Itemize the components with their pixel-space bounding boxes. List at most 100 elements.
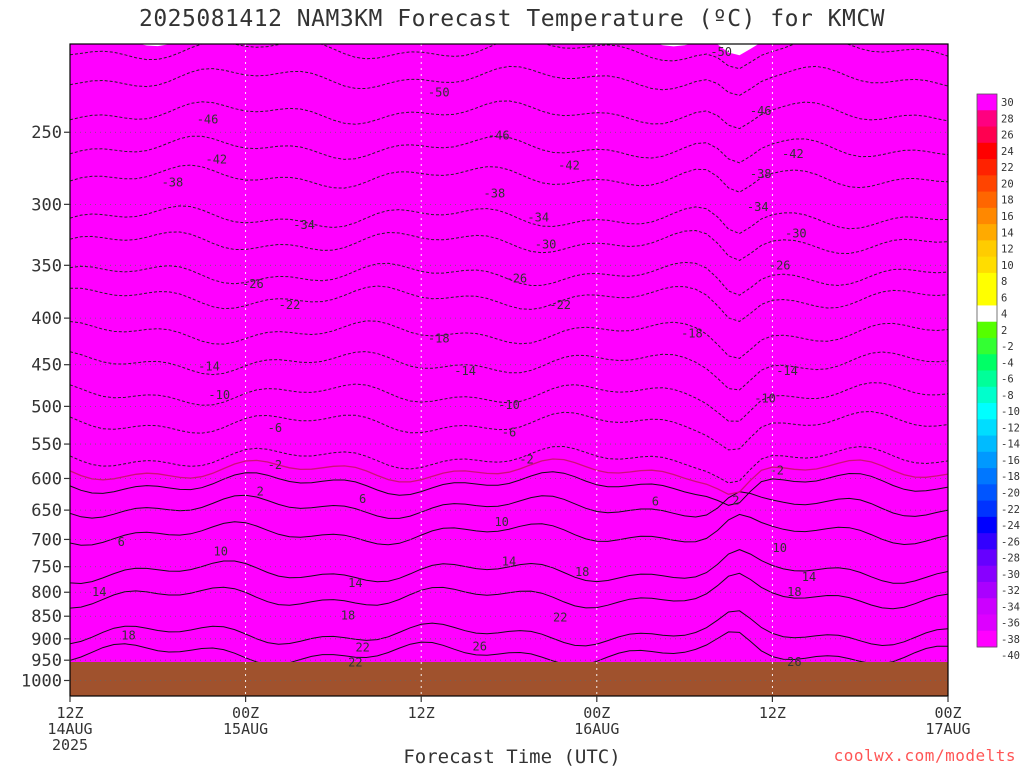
colorbar-swatch — [977, 581, 997, 599]
isotherm-line — [70, 610, 948, 647]
contour-label: -10 — [498, 398, 520, 412]
isotherm-line — [70, 491, 948, 519]
colorbar-label: -12 — [1001, 422, 1020, 434]
colorbar-label: 2 — [1001, 325, 1007, 337]
x-tick-label: 00Z — [232, 704, 259, 722]
isotherm-line — [70, 382, 948, 422]
isotherm-line — [70, 285, 948, 322]
contour-label: -6 — [502, 425, 516, 439]
colorbar-label: 10 — [1001, 260, 1014, 272]
x-tick-label: 15AUG — [223, 720, 268, 738]
colorbar-label: -36 — [1001, 618, 1020, 630]
y-tick-label: 850 — [31, 607, 62, 627]
contour-label: -2 — [770, 463, 784, 477]
y-tick-label: 400 — [31, 309, 62, 329]
contour-label: 6 — [359, 492, 366, 506]
y-tick-label: 650 — [31, 501, 62, 521]
colorbar-label: -16 — [1001, 455, 1020, 467]
contour-label: -30 — [785, 227, 807, 241]
contour-label: 22 — [348, 656, 362, 670]
contour-label: 26 — [473, 640, 487, 654]
contour-labels: -50 -50 -46 -46 -46 -42 -42 -42 -38 -38 -38 -34 -34 -… — [92, 45, 816, 670]
colorbar-swatch — [977, 240, 997, 258]
colorbar-label: -22 — [1001, 504, 1020, 516]
colorbar-swatch — [977, 565, 997, 583]
y-tick-label: 950 — [31, 651, 62, 671]
colorbar-swatch — [977, 614, 997, 632]
contour-label: -50 — [710, 45, 732, 59]
contour-label: -10 — [208, 388, 230, 402]
y-tick-label: 600 — [31, 469, 62, 489]
colorbar-swatch — [977, 598, 997, 615]
colorbar-label: -2 — [1001, 341, 1014, 353]
colorbar-label: 22 — [1001, 162, 1014, 174]
x-tick-label: 17AUG — [925, 720, 970, 738]
colorbar-label: -8 — [1001, 390, 1014, 402]
colorbar-label: -14 — [1001, 439, 1020, 451]
colorbar-swatch — [977, 126, 997, 144]
colorbar-label: -28 — [1001, 553, 1020, 565]
contour-label: -42 — [558, 159, 580, 173]
contour-label: 14 — [502, 554, 516, 568]
isotherm-line — [70, 631, 948, 667]
contour-label: -42 — [205, 153, 227, 167]
colorbar-swatch — [977, 468, 997, 485]
colorbar-swatch — [977, 549, 997, 567]
isotherm-line — [70, 351, 948, 391]
isotherm-line — [70, 445, 948, 484]
isotherm-line — [70, 65, 948, 96]
contour-label: -18 — [428, 331, 450, 345]
colorbar-swatch — [977, 484, 997, 502]
colorbar-swatch — [977, 175, 997, 193]
contour-label: -50 — [428, 85, 450, 99]
y-tick-label: 700 — [31, 530, 62, 550]
colorbar-label: -26 — [1001, 536, 1020, 548]
contour-label: 18 — [787, 585, 801, 599]
contour-label: 18 — [341, 608, 355, 622]
isotherm-contours — [70, 44, 948, 667]
contour-label: -46 — [197, 112, 219, 126]
contour-label: -22 — [279, 298, 301, 312]
contour-label: 6 — [652, 495, 659, 509]
x-tick-label: 12Z — [759, 704, 786, 722]
colorbar-label: 18 — [1001, 195, 1014, 207]
colorbar-label: 28 — [1001, 113, 1014, 125]
colorbar-swatch — [977, 516, 997, 534]
y-tick-label: 750 — [31, 558, 62, 578]
colorbar-swatch — [977, 272, 997, 290]
colorbar-swatch — [977, 337, 997, 355]
contour-label: 18 — [575, 565, 589, 579]
contour-label: -14 — [454, 364, 476, 378]
colorbar-swatch — [977, 630, 997, 648]
contour-label: 10 — [772, 541, 786, 555]
colorbar-swatch — [977, 451, 997, 469]
colorbar-label: 6 — [1001, 292, 1007, 304]
source-credit[interactable]: coolwx.com/modelts — [833, 746, 1016, 765]
isotherm-line — [70, 471, 948, 506]
colorbar-swatch — [977, 321, 997, 339]
colorbar-swatch — [977, 354, 997, 371]
colorbar-label: -38 — [1001, 634, 1020, 646]
contour-label: -34 — [747, 200, 769, 214]
isotherm-line — [70, 513, 948, 546]
contour-label: -38 — [162, 176, 184, 190]
colorbar-label: -4 — [1001, 357, 1014, 369]
y-axis: 250 300 350 400 450 500 550 600 650 700 750 800 850 9… — [21, 123, 70, 691]
colorbar-label: -18 — [1001, 471, 1020, 483]
contour-label: 6 — [118, 535, 125, 549]
x-axis-label: Forecast Time (UTC) — [403, 746, 621, 768]
colorbar-swatch — [977, 533, 997, 550]
contour-label: -38 — [484, 187, 506, 201]
colorbar-label: -32 — [1001, 585, 1020, 597]
y-tick-label: 900 — [31, 630, 62, 650]
y-tick-label: 1000 — [21, 671, 62, 691]
contour-label: 18 — [121, 628, 135, 642]
colorbar-swatch — [977, 159, 997, 176]
colorbar-swatch — [977, 289, 997, 306]
colorbar-swatch — [977, 142, 997, 160]
colorbar-label: 16 — [1001, 211, 1014, 223]
contour-label: -14 — [198, 359, 220, 373]
colorbar-label: 30 — [1001, 97, 1014, 109]
contour-label: 26 — [787, 655, 801, 669]
colorbar-swatch — [977, 403, 997, 420]
